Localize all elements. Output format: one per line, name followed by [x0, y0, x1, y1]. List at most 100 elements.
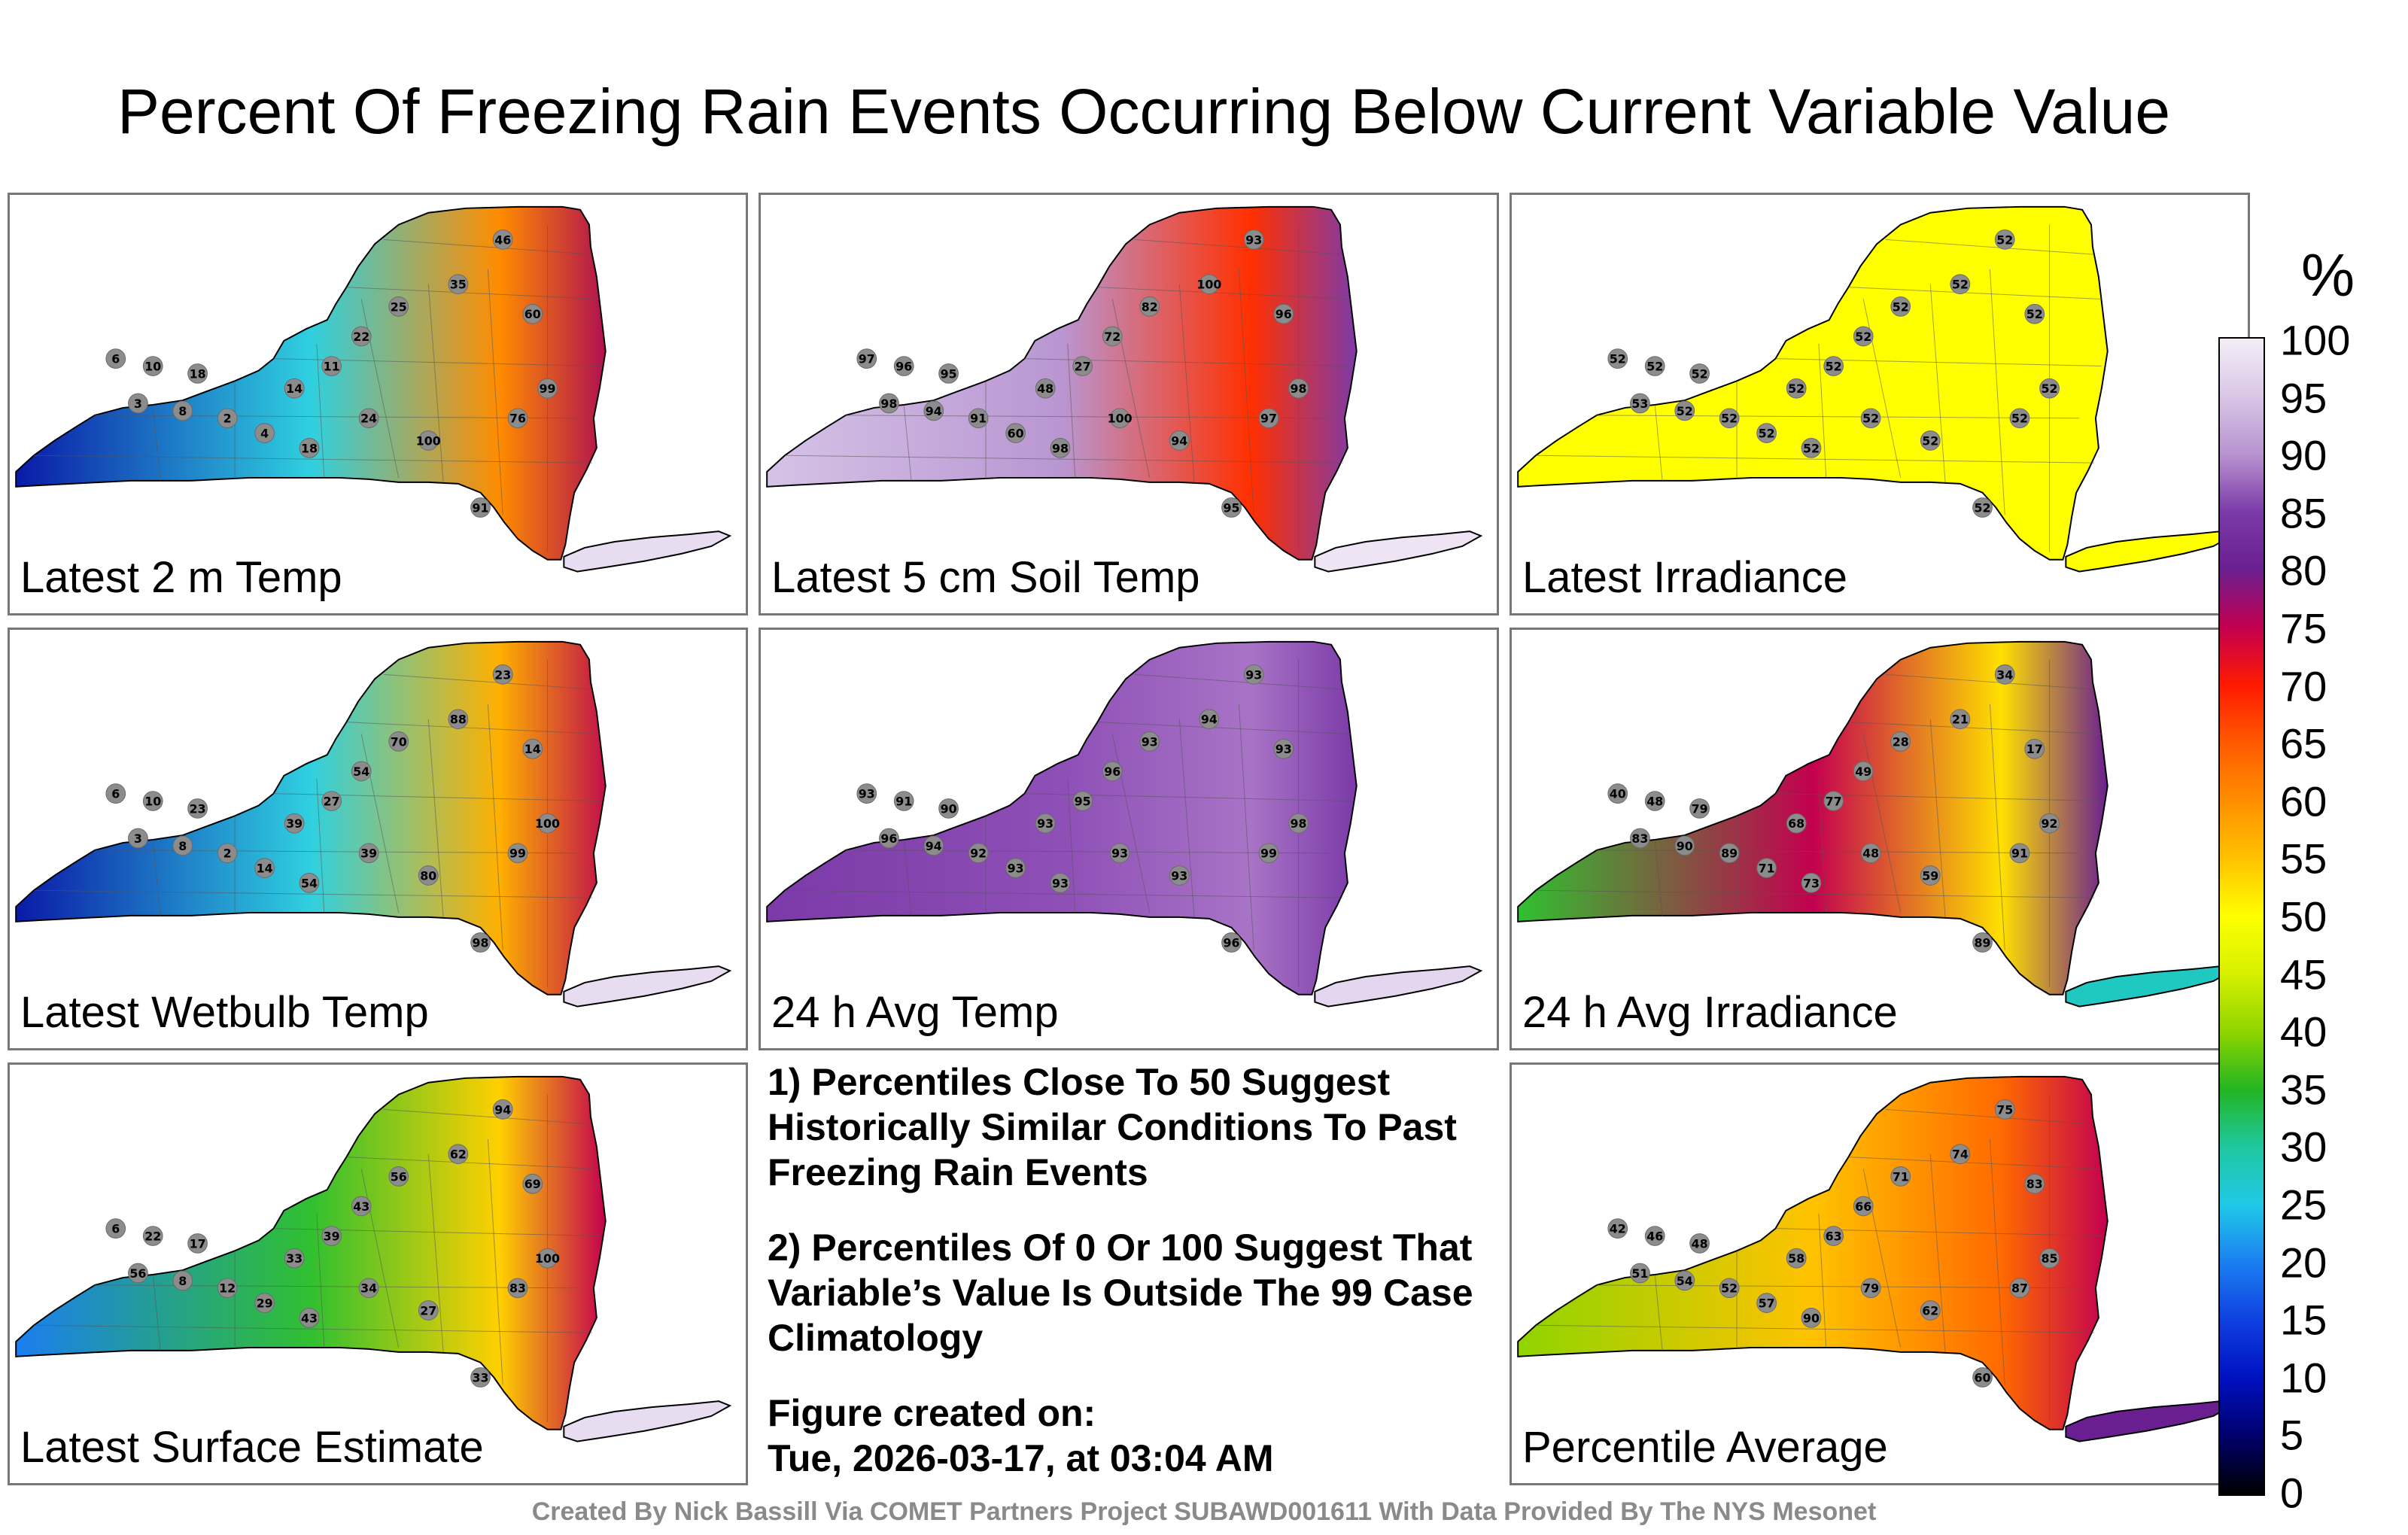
station-value: 85 [2042, 1251, 2058, 1266]
station-marker: 52 [1674, 400, 1695, 421]
colorbar-tick-label: 10 [2280, 1354, 2327, 1402]
panel-latest-irradiance: 52 52 52 53 52 52 52 52 52 52 52 52 52 52 52 52 52 52 52 52… [1510, 193, 2250, 616]
station-marker: 93 [1139, 731, 1160, 752]
station-value: 90 [941, 801, 957, 816]
station-marker: 10 [142, 791, 163, 811]
state-fill [15, 640, 607, 995]
county-line [1067, 343, 1076, 478]
station-marker: 89 [1719, 843, 1740, 864]
panel-latest-wetbulb-temp: 6 10 23 3 8 2 14 39 27 54 70 88 23 14 100 99 98 80 39 54 Lat… [8, 628, 748, 1050]
station-value: 93 [1275, 742, 1292, 756]
station-value: 96 [895, 359, 912, 373]
station-value: 93 [1008, 862, 1024, 876]
station-value: 96 [1104, 764, 1120, 779]
station-value: 18 [190, 366, 206, 381]
county-line [346, 287, 600, 299]
station-marker: 63 [1823, 1226, 1844, 1246]
colorbar-tick-label: 100 [2280, 316, 2351, 364]
station-marker: 85 [2039, 1248, 2060, 1269]
station-value: 3 [134, 397, 142, 411]
station-marker: 90 [1801, 1308, 1822, 1328]
created-date: Tue, 2026-03-17, at 03:04 AM [768, 1437, 1274, 1479]
station-marker: 23 [492, 664, 513, 685]
station-marker: 66 [1853, 1196, 1874, 1217]
station-marker: 52 [1890, 296, 1911, 317]
station-value: 99 [540, 381, 556, 396]
colorbar-tick-label: 55 [2280, 834, 2327, 883]
station-value: 52 [1922, 433, 1938, 448]
station-value: 82 [1142, 299, 1158, 314]
station-value: 98 [1291, 816, 1307, 831]
notes-block: 1) Percentiles Close To 50 Suggest Histo… [768, 1059, 1475, 1481]
station-marker: 98 [1288, 378, 1309, 399]
station-marker: 74 [1950, 1144, 1971, 1165]
station-marker: 98 [1288, 813, 1309, 834]
county-line [1848, 287, 2102, 299]
station-marker: 97 [1258, 408, 1279, 429]
station-value: 52 [1855, 330, 1871, 344]
station-marker: 99 [537, 378, 558, 399]
station-marker: 52 [1756, 423, 1777, 443]
station-marker: 96 [879, 828, 899, 849]
state-map: 6 10 23 3 8 2 14 39 27 54 70 88 23 14 100 99 98 80 39 54 [15, 640, 732, 1008]
station-marker: 96 [1102, 761, 1123, 782]
county-line [1535, 889, 2094, 898]
station-marker: 72 [1102, 326, 1123, 347]
station-marker: 58 [1786, 1248, 1807, 1269]
station-marker: 88 [448, 709, 469, 730]
county-line [784, 454, 1343, 464]
station-value: 6 [111, 1222, 120, 1236]
county-line [903, 839, 912, 916]
station-value: 95 [1075, 794, 1091, 808]
station-marker: 6 [105, 783, 126, 804]
station-value: 11 [324, 359, 340, 373]
station-marker: 69 [522, 1173, 543, 1194]
county-line [427, 284, 444, 482]
station-value: 93 [1245, 233, 1262, 247]
station-marker: 93 [1035, 813, 1056, 834]
county-line [1097, 287, 1351, 299]
county-line [383, 239, 592, 255]
station-value: 94 [494, 1102, 511, 1117]
station-value: 12 [219, 1281, 236, 1296]
station-value: 93 [1171, 868, 1187, 883]
colorbar-tick-label: 0 [2280, 1469, 2304, 1517]
station-value: 97 [1260, 412, 1277, 426]
station-value: 56 [129, 1266, 146, 1281]
station-value: 72 [1104, 330, 1120, 344]
station-marker: 57 [1756, 1293, 1777, 1313]
station-value: 18 [301, 441, 318, 455]
panel-label: Latest 2 m Temp [20, 553, 342, 602]
station-marker: 91 [968, 408, 989, 429]
station-value: 99 [1260, 847, 1277, 861]
station-marker: 95 [1221, 497, 1242, 518]
station-value: 66 [1855, 1199, 1871, 1214]
station-value: 48 [1692, 1236, 1708, 1251]
county-line [1929, 284, 1946, 482]
station-value: 52 [1862, 412, 1879, 426]
station-value: 89 [1721, 847, 1738, 861]
station-marker: 52 [1920, 430, 1941, 451]
station-marker: 93 [1109, 843, 1130, 864]
station-value: 27 [324, 794, 340, 808]
station-value: 28 [1893, 734, 1909, 749]
panel-percentile-average: 42 46 48 51 54 52 57 58 63 66 71 74 75 83 85 87 60 62 79 90… [1510, 1062, 2250, 1485]
station-marker: 52 [1801, 438, 1822, 458]
station-value: 93 [1052, 876, 1069, 890]
station-marker: 83 [507, 1278, 528, 1299]
county-line [427, 1154, 444, 1352]
station-value: 8 [178, 1274, 187, 1288]
station-value: 52 [2011, 412, 2028, 426]
county-line [1885, 673, 2094, 690]
station-value: 3 [134, 831, 142, 846]
station-marker: 21 [1950, 709, 1971, 730]
colorbar-tick-label: 35 [2280, 1065, 2327, 1114]
county-line [1818, 1213, 1827, 1348]
station-marker: 92 [968, 843, 989, 864]
station-marker: 52 [1972, 497, 1993, 518]
station-value: 54 [353, 764, 369, 779]
station-value: 17 [2026, 742, 2043, 756]
station-marker: 52 [1786, 378, 1807, 399]
station-value: 23 [494, 667, 511, 682]
station-marker: 98 [1050, 438, 1071, 458]
